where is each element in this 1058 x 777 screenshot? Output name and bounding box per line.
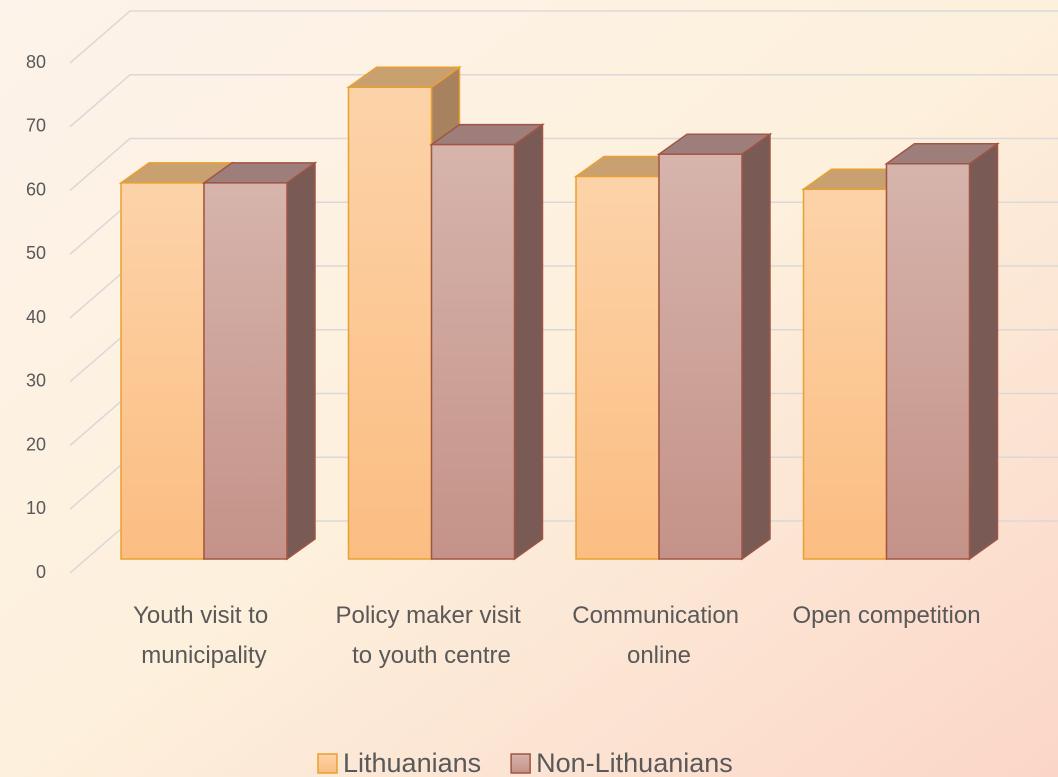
y-tick-label: 30 xyxy=(26,371,46,391)
bar-front xyxy=(347,86,433,560)
x-tick-label: Policy maker visit to youth centre xyxy=(335,602,527,669)
legend-swatch xyxy=(510,753,531,774)
legend-swatch xyxy=(317,753,338,774)
bar-front xyxy=(203,182,288,560)
bar-side xyxy=(513,123,544,561)
y-tick-label: 50 xyxy=(26,243,46,263)
bar-front xyxy=(885,163,971,560)
bar xyxy=(201,161,318,561)
legend-label: Lithuanians xyxy=(343,748,481,777)
bar-front xyxy=(120,182,205,560)
y-tick-label: 0 xyxy=(36,562,46,582)
bar-side xyxy=(286,161,316,561)
bar-front xyxy=(575,175,660,560)
x-tick-label: Communication online xyxy=(572,602,745,669)
bar xyxy=(429,123,545,561)
bar-side xyxy=(968,142,999,561)
y-tick-label: 80 xyxy=(26,52,46,72)
bar-front xyxy=(430,143,516,560)
legend-label: Non-Lithuanians xyxy=(536,748,733,777)
x-tick-label: Open competition xyxy=(792,602,980,629)
y-tick-label: 60 xyxy=(26,179,46,199)
grid-line xyxy=(69,10,1058,64)
y-tick-label: 70 xyxy=(26,116,46,136)
bar xyxy=(656,132,773,561)
grid-line xyxy=(69,74,1058,128)
bar-front xyxy=(658,153,743,560)
y-tick-label: 40 xyxy=(26,307,46,327)
x-tick-label: Youth visit to municipality xyxy=(133,602,275,669)
y-tick-label: 10 xyxy=(26,498,46,518)
y-tick-label: 20 xyxy=(26,434,46,454)
bar-side xyxy=(741,132,771,561)
bar-front xyxy=(802,188,888,560)
bar xyxy=(884,142,1000,561)
